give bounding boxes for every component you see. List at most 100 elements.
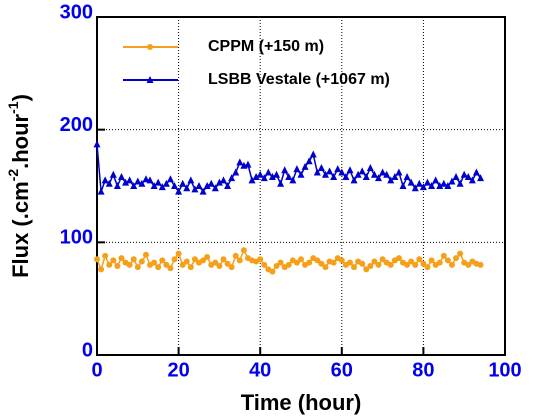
data-point	[98, 266, 105, 273]
data-point	[399, 182, 407, 189]
data-point	[404, 261, 411, 268]
y-axis-title-part: )	[8, 94, 33, 101]
data-point	[314, 257, 321, 264]
data-point	[126, 261, 133, 268]
y-axis-title-part: -2	[5, 169, 21, 182]
data-point	[313, 168, 321, 176]
data-point	[106, 261, 113, 268]
data-point	[256, 170, 264, 178]
data-point	[183, 258, 190, 265]
data-point	[366, 163, 374, 171]
data-point	[448, 261, 455, 268]
data-point	[424, 264, 431, 271]
data-point	[456, 179, 464, 187]
data-point	[220, 256, 227, 263]
data-point	[155, 264, 162, 271]
data-point	[105, 179, 113, 187]
data-point	[179, 179, 187, 187]
data-point	[228, 174, 236, 182]
data-point	[395, 255, 402, 262]
data-point	[142, 175, 150, 183]
data-point	[248, 176, 256, 184]
data-point	[191, 256, 198, 263]
data-point	[428, 257, 435, 264]
data-point	[130, 256, 137, 263]
data-point	[93, 140, 101, 148]
data-point	[334, 165, 342, 173]
data-point	[195, 182, 203, 189]
data-point	[379, 168, 387, 176]
legend-label: CPPM (+150 m)	[208, 38, 324, 55]
data-point	[293, 259, 300, 266]
data-point	[110, 257, 117, 264]
data-point	[330, 259, 337, 266]
data-point	[407, 178, 415, 186]
x-tick-label: 100	[488, 359, 521, 381]
data-point	[268, 172, 276, 180]
data-point	[134, 264, 141, 271]
data-point	[411, 184, 419, 192]
data-point	[264, 168, 272, 176]
data-point	[453, 255, 460, 262]
data-point	[423, 178, 431, 186]
data-point	[171, 182, 179, 189]
data-point	[285, 261, 292, 268]
data-point	[158, 183, 166, 191]
data-point	[240, 247, 247, 254]
data-point	[321, 170, 329, 178]
data-point	[338, 257, 345, 264]
x-tick-label: 0	[91, 359, 102, 381]
data-point	[187, 264, 194, 271]
data-point	[436, 259, 443, 266]
data-point	[171, 256, 178, 263]
data-point	[187, 176, 195, 184]
data-point	[228, 264, 235, 271]
data-point	[346, 166, 354, 174]
data-point	[412, 261, 419, 268]
data-point	[244, 160, 252, 168]
data-point	[236, 257, 243, 264]
y-axis-title: Flux (.cm-2.hour-1)	[5, 94, 33, 278]
y-tick-label: 100	[60, 227, 93, 249]
data-point	[326, 167, 334, 175]
data-point	[444, 257, 451, 264]
data-point	[367, 262, 374, 269]
data-point	[375, 174, 383, 182]
y-tick-label: 300	[60, 1, 93, 23]
data-point	[183, 184, 191, 192]
data-point	[477, 174, 485, 182]
data-point	[465, 261, 472, 268]
data-point	[203, 182, 211, 189]
data-point	[191, 185, 199, 193]
data-point	[428, 182, 436, 189]
y-axis-title-part: .hour	[8, 113, 33, 168]
data-point	[416, 256, 423, 263]
y-axis-title-part: -1	[5, 101, 21, 114]
data-point	[252, 172, 260, 180]
data-point	[215, 178, 223, 186]
data-point	[436, 182, 444, 189]
data-point	[371, 258, 378, 265]
data-point	[391, 172, 399, 180]
data-point	[138, 258, 145, 265]
data-point	[281, 166, 289, 174]
data-point	[415, 179, 423, 187]
y-tick-label: 0	[82, 339, 93, 361]
data-point	[306, 259, 313, 266]
data-point	[207, 179, 215, 187]
data-point	[113, 182, 121, 189]
data-point	[236, 158, 244, 166]
data-point	[138, 179, 146, 187]
data-point	[97, 187, 105, 195]
data-point	[117, 172, 125, 180]
data-point	[383, 170, 391, 178]
data-point	[175, 250, 182, 257]
data-point	[224, 260, 231, 267]
data-point	[142, 251, 149, 258]
data-point	[472, 168, 480, 176]
data-point	[387, 176, 395, 184]
data-point	[232, 168, 240, 176]
data-point	[285, 172, 293, 180]
x-tick-label: 40	[249, 359, 271, 381]
data-point	[468, 176, 476, 184]
